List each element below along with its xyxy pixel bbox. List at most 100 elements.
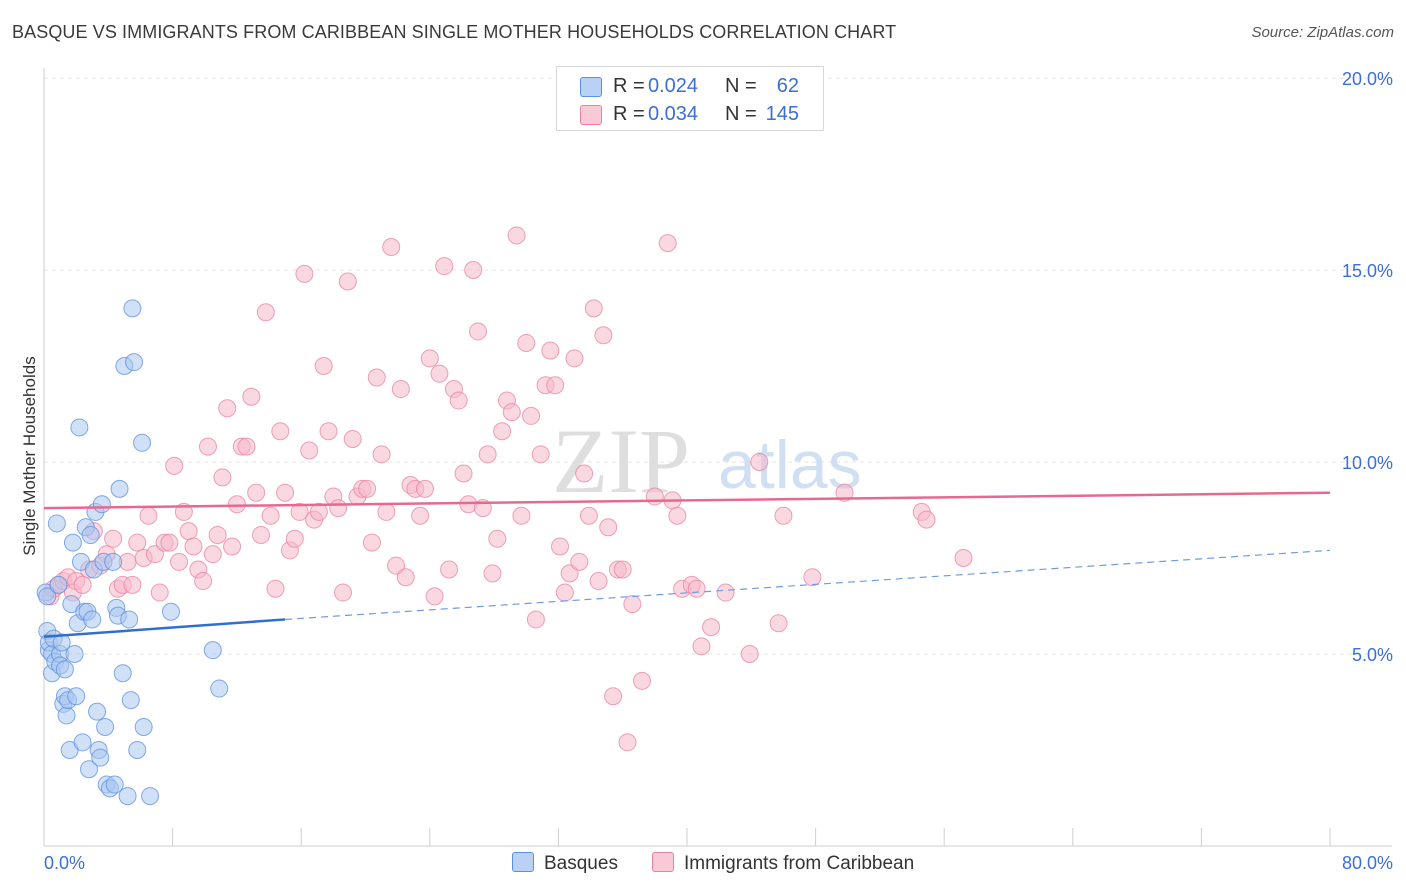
tick-labels: 5.0% 10.0% 15.0% 20.0% 0.0% 80.0% (44, 69, 1393, 873)
point-basques (67, 687, 86, 706)
n-label: N = (725, 75, 757, 97)
legend-item-caribbean[interactable]: Immigrants from Caribbean (652, 852, 914, 875)
point-basques (203, 641, 222, 660)
point-caribbean (954, 549, 973, 567)
point-caribbean (372, 445, 391, 464)
point-caribbean (343, 429, 362, 448)
point-caribbean (128, 533, 147, 552)
point-caribbean (440, 560, 459, 579)
point-caribbean (803, 568, 822, 587)
point-caribbean (668, 506, 687, 525)
point-caribbean (835, 483, 854, 502)
legend-swatch-basques (512, 852, 534, 872)
r-label: R = (613, 75, 645, 97)
point-caribbean (333, 583, 352, 602)
point-caribbean (507, 226, 526, 245)
point-caribbean (623, 595, 642, 614)
point-caribbean (377, 502, 396, 521)
point-caribbean (575, 464, 594, 483)
point-caribbean (391, 380, 410, 399)
point-caribbean (237, 437, 256, 456)
point-caribbean (750, 453, 769, 471)
point-caribbean (716, 583, 735, 602)
point-basques (55, 660, 74, 679)
point-caribbean (488, 529, 507, 548)
point-caribbean (658, 234, 677, 253)
point-caribbean (702, 618, 721, 637)
point-basques (120, 610, 139, 629)
point-caribbean (692, 637, 711, 656)
point-caribbean (411, 506, 430, 525)
point-basques (123, 299, 142, 318)
point-caribbean (319, 422, 338, 441)
point-caribbean (618, 733, 637, 752)
swatch-basques (580, 77, 602, 97)
point-caribbean (227, 495, 246, 514)
r-label: R = (613, 103, 645, 125)
legend-item-basques[interactable]: Basques (512, 852, 618, 875)
point-caribbean (261, 506, 280, 525)
legend-swatch-caribbean (652, 852, 674, 872)
point-basques (88, 702, 107, 721)
point-caribbean (213, 468, 232, 487)
point-basques (134, 717, 153, 736)
point-caribbean (512, 506, 531, 525)
y-tick-label: 5.0% (1352, 645, 1393, 665)
point-basques (47, 514, 66, 533)
point-caribbean (546, 376, 565, 395)
point-caribbean (589, 572, 608, 591)
point-caribbean (194, 572, 213, 591)
point-caribbean (599, 518, 618, 537)
series-basques-points (36, 299, 229, 806)
point-caribbean (123, 575, 142, 594)
point-caribbean (483, 564, 502, 583)
point-caribbean (300, 441, 319, 460)
point-basques (73, 733, 92, 752)
watermark: ZIP atlas (552, 410, 862, 512)
point-caribbean (579, 506, 598, 525)
series-legend: Basques Immigrants from Caribbean (0, 852, 1406, 878)
point-caribbean (387, 556, 406, 575)
point-caribbean (242, 387, 261, 406)
point-caribbean (285, 529, 304, 548)
point-caribbean (502, 403, 521, 422)
point-caribbean (740, 645, 759, 663)
point-caribbean (309, 502, 328, 521)
point-basques (118, 787, 137, 806)
point-caribbean (493, 422, 512, 441)
stats-legend: R = 0.024 N = 62 R = 0.034 N = 145 (556, 66, 824, 131)
point-caribbean (435, 257, 454, 276)
point-caribbean (526, 610, 545, 629)
n-label: N = (725, 103, 757, 125)
swatch-caribbean (580, 105, 602, 125)
point-caribbean (551, 537, 570, 556)
point-caribbean (464, 261, 483, 279)
legend-label-basques: Basques (544, 853, 618, 874)
trend-basques-extrapolated (285, 549, 1331, 621)
point-basques (141, 787, 160, 806)
trend-basques (43, 618, 286, 638)
point-caribbean (276, 483, 295, 502)
point-caribbean (295, 264, 314, 283)
point-caribbean (517, 333, 536, 352)
point-caribbean (252, 525, 271, 544)
point-caribbean (531, 445, 550, 464)
y-axis-label: Single Mother Households (20, 356, 39, 556)
y-tick-label: 15.0% (1342, 261, 1393, 281)
point-caribbean (338, 272, 357, 291)
point-caribbean (478, 445, 497, 464)
point-basques (80, 760, 99, 779)
point-basques (96, 717, 115, 736)
point-caribbean (570, 552, 589, 571)
x-tick-label-min: 0.0% (44, 853, 85, 873)
point-caribbean (358, 479, 377, 498)
y-tick-label: 10.0% (1342, 453, 1393, 473)
point-caribbean (367, 368, 386, 387)
point-caribbean (362, 533, 381, 552)
point-caribbean (560, 564, 579, 583)
point-caribbean (449, 391, 468, 410)
point-caribbean (104, 529, 123, 548)
point-caribbean (184, 537, 203, 556)
point-basques (133, 433, 152, 452)
